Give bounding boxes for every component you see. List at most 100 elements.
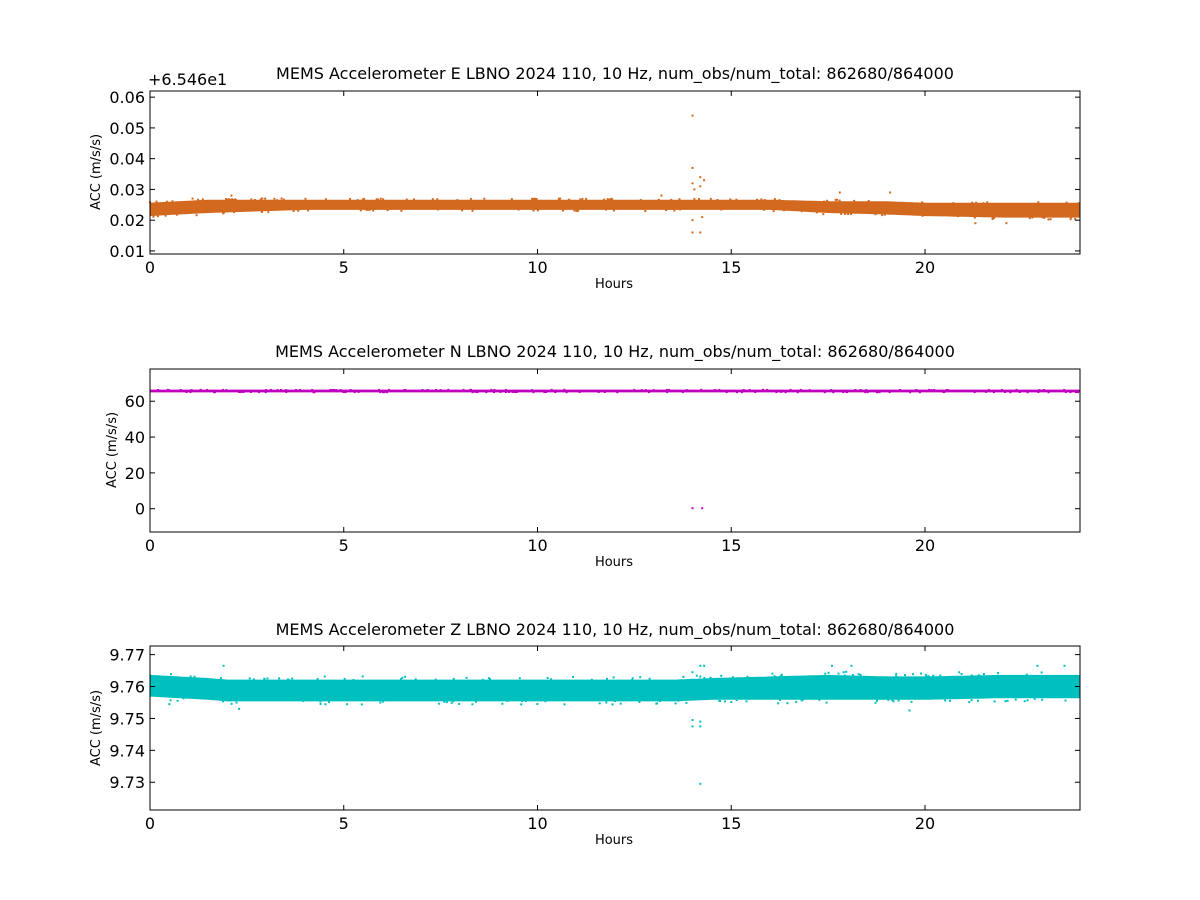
subplot-z-data bbox=[149, 664, 1081, 785]
subplot-e-point bbox=[1043, 216, 1046, 219]
subplot-z-point bbox=[263, 677, 266, 680]
subplot-z-point bbox=[685, 701, 688, 704]
subplot-z-point bbox=[219, 677, 222, 680]
subplot-z-point bbox=[771, 672, 774, 675]
subplot-z-point bbox=[800, 699, 803, 702]
subplot-n-point bbox=[766, 388, 769, 391]
subplot-z-outlier-point bbox=[908, 709, 911, 712]
subplot-z-point bbox=[323, 675, 326, 678]
subplot-z-point bbox=[319, 702, 322, 705]
subplot-e-point bbox=[840, 212, 843, 215]
subplot-z-point bbox=[773, 675, 776, 678]
subplot-e-point bbox=[235, 199, 238, 202]
subplot-e-xtick-label: 20 bbox=[915, 258, 935, 277]
subplot-z-point bbox=[287, 678, 290, 681]
subplot-n-point bbox=[854, 389, 857, 391]
subplot-e-point bbox=[581, 197, 584, 200]
subplot-z-outlier-point bbox=[222, 664, 225, 667]
subplot-n-point bbox=[652, 389, 655, 392]
subplot-z-point bbox=[960, 673, 963, 675]
subplot-e-point bbox=[377, 198, 380, 201]
subplot-n-title: MEMS Accelerometer N LBNO 2024 110, 10 H… bbox=[275, 342, 955, 362]
subplot-n-point bbox=[640, 389, 643, 392]
subplot-z-point bbox=[927, 675, 930, 678]
subplot-n-point bbox=[898, 389, 901, 391]
subplot-n-point bbox=[379, 391, 382, 394]
subplot-z-point bbox=[842, 671, 845, 674]
subplot-z-point bbox=[925, 675, 928, 678]
subplot-e-outlier-point bbox=[838, 191, 841, 194]
subplot-z-point bbox=[674, 702, 677, 705]
subplot-z-point bbox=[291, 677, 294, 680]
subplot-z-point bbox=[677, 699, 680, 702]
subplot-n-point bbox=[342, 391, 345, 393]
subplot-e-point bbox=[510, 198, 513, 201]
subplot-z-point bbox=[658, 700, 661, 702]
subplot-e-series-band bbox=[149, 199, 1081, 218]
subplot-n-xlabel: Hours bbox=[595, 555, 633, 570]
subplot-z-point bbox=[450, 701, 453, 704]
subplot-e-point bbox=[993, 216, 996, 219]
subplot-e-point bbox=[579, 198, 582, 201]
subplot-z-point bbox=[977, 699, 979, 702]
subplot-z-point bbox=[876, 698, 879, 701]
subplot-z-point bbox=[176, 699, 179, 702]
subplot-n-point bbox=[474, 390, 477, 393]
subplot-z-point bbox=[892, 700, 895, 703]
subplot-n-point bbox=[1000, 388, 1003, 391]
subplot-n-point bbox=[240, 391, 243, 394]
subplot-n-point bbox=[714, 389, 717, 392]
subplot-e-point bbox=[644, 210, 647, 212]
subplot-n-point bbox=[439, 389, 442, 392]
subplot-z-point bbox=[939, 674, 942, 677]
subplot-e-point bbox=[612, 209, 615, 212]
subplot-z-point bbox=[544, 700, 547, 703]
subplot-n-ytick-label: 20 bbox=[125, 464, 145, 483]
subplot-z-point bbox=[709, 676, 712, 679]
subplot-z-xlabel: Hours bbox=[595, 833, 633, 848]
subplot-z-ytick-label: 9.77 bbox=[109, 646, 145, 665]
subplot-e-point bbox=[483, 197, 486, 200]
subplot-z-point bbox=[944, 699, 947, 702]
subplot-e-point bbox=[975, 201, 978, 204]
subplot-e-point bbox=[369, 208, 372, 211]
subplot-n-point bbox=[280, 389, 282, 391]
subplot-e-point bbox=[156, 215, 159, 218]
subplot-n-point bbox=[462, 388, 465, 391]
subplot-n-point bbox=[668, 388, 671, 391]
subplot-z-point bbox=[1014, 698, 1017, 701]
subplot-n-point bbox=[647, 391, 650, 394]
subplot-z-outlier-point bbox=[699, 725, 702, 728]
subplot-e-point bbox=[152, 215, 155, 218]
subplot-e-outlier-point bbox=[703, 179, 706, 182]
subplot-n-series-band bbox=[149, 389, 1081, 393]
subplot-z-point bbox=[572, 675, 574, 678]
subplot-e-point bbox=[991, 216, 994, 219]
subplot-n-point bbox=[257, 391, 260, 394]
subplot-z-point bbox=[843, 674, 846, 677]
subplot-e-xtick-label: 10 bbox=[527, 258, 547, 277]
subplot-e-point bbox=[232, 199, 235, 201]
subplot-e-ticks: 0 5 10 15 20 0.01 0.02 0.03 0.04 0.05 0.06 bbox=[109, 88, 1080, 277]
subplot-e-ytick-label: 0.05 bbox=[109, 119, 145, 138]
subplot-z-point bbox=[703, 677, 706, 679]
subplot-z-point bbox=[487, 677, 490, 680]
subplot-n-point bbox=[344, 391, 347, 394]
subplot-n-point bbox=[1018, 391, 1021, 393]
subplot-n-point bbox=[947, 389, 950, 392]
subplot-e-point bbox=[611, 198, 614, 201]
subplot-z-point bbox=[958, 671, 961, 674]
subplot-e-point bbox=[1077, 202, 1080, 205]
subplot-n-point bbox=[515, 391, 518, 393]
subplot-n-point bbox=[179, 389, 182, 391]
subplot-e-xtick-label: 15 bbox=[721, 258, 741, 277]
subplot-n-point bbox=[312, 391, 315, 394]
subplot-z-point bbox=[525, 700, 527, 703]
subplot-z-point bbox=[723, 700, 726, 703]
subplot-z-point bbox=[825, 701, 828, 704]
subplot-e-point bbox=[815, 211, 818, 214]
subplot-n-point bbox=[789, 388, 792, 391]
subplot-n-point bbox=[799, 388, 802, 391]
subplot-z-point bbox=[876, 699, 878, 702]
subplot-z-point bbox=[324, 703, 327, 706]
